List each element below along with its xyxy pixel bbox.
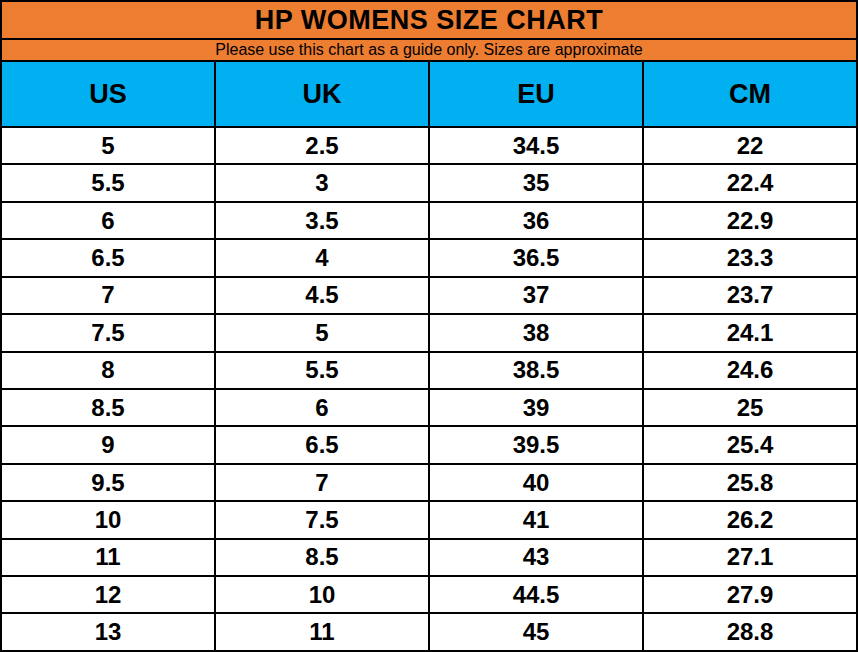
subtitle-row: Please use this chart as a guide only. S… bbox=[1, 39, 857, 61]
size-cell-uk: 6 bbox=[215, 389, 429, 426]
size-cell-eu: 36.5 bbox=[429, 239, 643, 276]
size-row: 8.563925 bbox=[1, 389, 857, 426]
size-cell-us: 9.5 bbox=[1, 464, 215, 501]
size-cell-us: 10 bbox=[1, 501, 215, 538]
size-cell-eu: 40 bbox=[429, 464, 643, 501]
size-cell-eu: 39.5 bbox=[429, 426, 643, 463]
size-cell-eu: 38.5 bbox=[429, 352, 643, 389]
size-cell-cm: 26.2 bbox=[643, 501, 857, 538]
size-cell-eu: 39 bbox=[429, 389, 643, 426]
size-cell-us: 5 bbox=[1, 127, 215, 164]
size-row: 121044.527.9 bbox=[1, 576, 857, 613]
size-cell-us: 6 bbox=[1, 202, 215, 239]
size-cell-us: 13 bbox=[1, 613, 215, 651]
size-cell-cm: 25.8 bbox=[643, 464, 857, 501]
size-row: 6.5436.523.3 bbox=[1, 239, 857, 276]
size-cell-cm: 23.3 bbox=[643, 239, 857, 276]
column-header-uk: UK bbox=[215, 61, 429, 127]
size-row: 9.574025.8 bbox=[1, 464, 857, 501]
size-cell-cm: 22.4 bbox=[643, 164, 857, 201]
size-row: 96.539.525.4 bbox=[1, 426, 857, 463]
size-cell-cm: 25.4 bbox=[643, 426, 857, 463]
size-cell-uk: 6.5 bbox=[215, 426, 429, 463]
size-table-body: 52.534.5225.533522.463.53622.96.5436.523… bbox=[1, 127, 857, 651]
size-cell-cm: 23.7 bbox=[643, 277, 857, 314]
size-row: 85.538.524.6 bbox=[1, 352, 857, 389]
size-cell-uk: 5.5 bbox=[215, 352, 429, 389]
size-row: 74.53723.7 bbox=[1, 277, 857, 314]
size-cell-eu: 37 bbox=[429, 277, 643, 314]
column-header-row: US UK EU CM bbox=[1, 61, 857, 127]
size-cell-cm: 24.1 bbox=[643, 314, 857, 351]
size-row: 52.534.522 bbox=[1, 127, 857, 164]
size-cell-eu: 34.5 bbox=[429, 127, 643, 164]
size-cell-us: 11 bbox=[1, 539, 215, 576]
size-cell-cm: 28.8 bbox=[643, 613, 857, 651]
size-cell-uk: 2.5 bbox=[215, 127, 429, 164]
size-cell-us: 8.5 bbox=[1, 389, 215, 426]
size-cell-cm: 25 bbox=[643, 389, 857, 426]
size-row: 5.533522.4 bbox=[1, 164, 857, 201]
size-cell-uk: 3 bbox=[215, 164, 429, 201]
size-cell-uk: 7 bbox=[215, 464, 429, 501]
column-header-us: US bbox=[1, 61, 215, 127]
size-row: 63.53622.9 bbox=[1, 202, 857, 239]
size-cell-eu: 45 bbox=[429, 613, 643, 651]
size-cell-eu: 41 bbox=[429, 501, 643, 538]
size-row: 107.54126.2 bbox=[1, 501, 857, 538]
size-cell-cm: 22.9 bbox=[643, 202, 857, 239]
size-cell-uk: 3.5 bbox=[215, 202, 429, 239]
size-cell-uk: 4 bbox=[215, 239, 429, 276]
size-row: 7.553824.1 bbox=[1, 314, 857, 351]
size-cell-cm: 27.1 bbox=[643, 539, 857, 576]
chart-title: HP WOMENS SIZE CHART bbox=[1, 1, 857, 39]
size-row: 118.54327.1 bbox=[1, 539, 857, 576]
size-cell-cm: 27.9 bbox=[643, 576, 857, 613]
title-row: HP WOMENS SIZE CHART bbox=[1, 1, 857, 39]
size-cell-cm: 22 bbox=[643, 127, 857, 164]
size-cell-us: 12 bbox=[1, 576, 215, 613]
size-row: 13114528.8 bbox=[1, 613, 857, 651]
size-cell-uk: 5 bbox=[215, 314, 429, 351]
size-cell-us: 5.5 bbox=[1, 164, 215, 201]
chart-subtitle: Please use this chart as a guide only. S… bbox=[1, 39, 857, 61]
size-cell-uk: 10 bbox=[215, 576, 429, 613]
size-cell-uk: 8.5 bbox=[215, 539, 429, 576]
size-cell-eu: 44.5 bbox=[429, 576, 643, 613]
size-cell-uk: 7.5 bbox=[215, 501, 429, 538]
size-cell-uk: 4.5 bbox=[215, 277, 429, 314]
size-chart-table: HP WOMENS SIZE CHART Please use this cha… bbox=[0, 0, 858, 652]
size-cell-us: 6.5 bbox=[1, 239, 215, 276]
size-cell-us: 7.5 bbox=[1, 314, 215, 351]
column-header-eu: EU bbox=[429, 61, 643, 127]
size-cell-us: 9 bbox=[1, 426, 215, 463]
size-cell-uk: 11 bbox=[215, 613, 429, 651]
size-chart-image: HP WOMENS SIZE CHART Please use this cha… bbox=[0, 0, 858, 652]
size-cell-eu: 43 bbox=[429, 539, 643, 576]
size-cell-us: 7 bbox=[1, 277, 215, 314]
size-cell-eu: 38 bbox=[429, 314, 643, 351]
size-cell-cm: 24.6 bbox=[643, 352, 857, 389]
size-cell-eu: 36 bbox=[429, 202, 643, 239]
size-cell-us: 8 bbox=[1, 352, 215, 389]
column-header-cm: CM bbox=[643, 61, 857, 127]
size-cell-eu: 35 bbox=[429, 164, 643, 201]
